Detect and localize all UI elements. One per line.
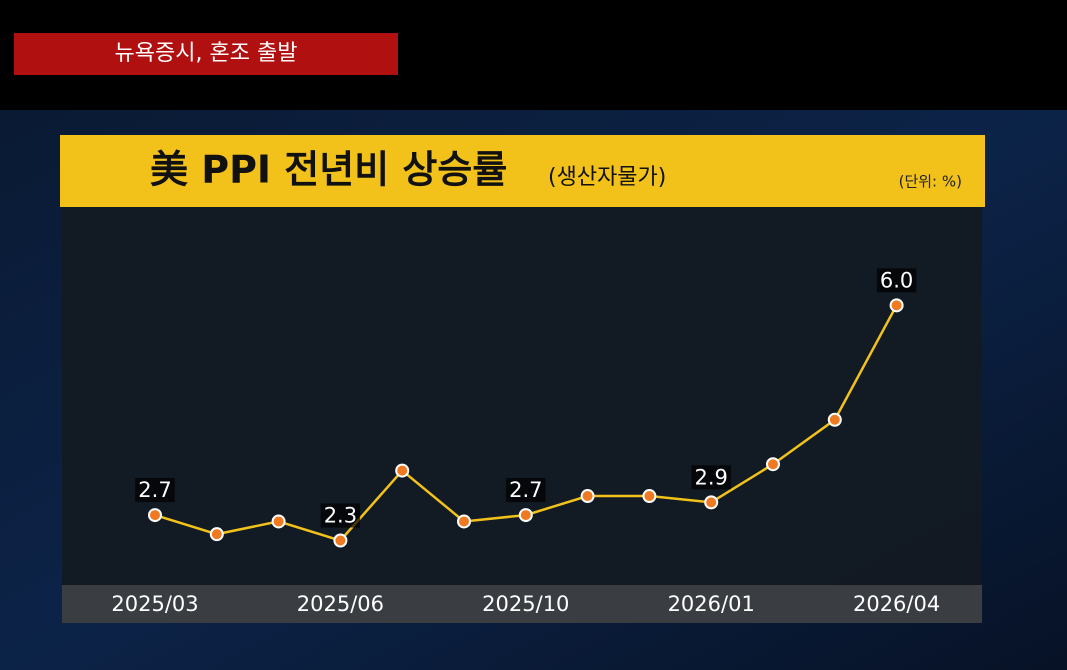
plot-panel [62,207,982,585]
value-label: 6.0 [880,268,913,292]
value-label: 2.7 [509,478,542,502]
header-bar [60,135,985,207]
point [271,514,286,529]
point [827,412,842,427]
value-label-bg [135,478,175,503]
unit-label: (단위: %) [899,173,962,191]
axis-strip [62,585,982,623]
banner-box [14,33,398,75]
x-tick-label: 2025/10 [482,592,569,616]
value-label: 2.3 [324,504,357,528]
value-label: 2.9 [694,465,727,489]
x-tick-label: 2026/04 [853,592,940,616]
x-tick-label: 2025/03 [111,592,198,616]
point [704,495,719,510]
point [766,457,780,472]
x-tick-label: 2026/01 [668,592,755,616]
point [148,508,162,523]
point [209,527,224,542]
point [518,508,533,523]
value-label-bg [320,503,361,528]
chart-subtitle: (생산자물가) [548,165,666,190]
point [889,298,904,313]
chart-title: 美 PPI 전년비 상승률 [150,148,507,192]
value-label-bg [506,478,546,503]
point [457,514,471,529]
point [333,533,348,548]
value-label: 2.7 [138,478,171,502]
point [395,463,410,478]
value-label-bg [876,268,917,293]
value-label-bg [691,465,731,490]
banner-text: 뉴욕증시, 혼조 출발 [115,41,298,66]
point [642,489,657,504]
x-tick-label: 2025/06 [297,592,384,616]
point [580,489,595,504]
